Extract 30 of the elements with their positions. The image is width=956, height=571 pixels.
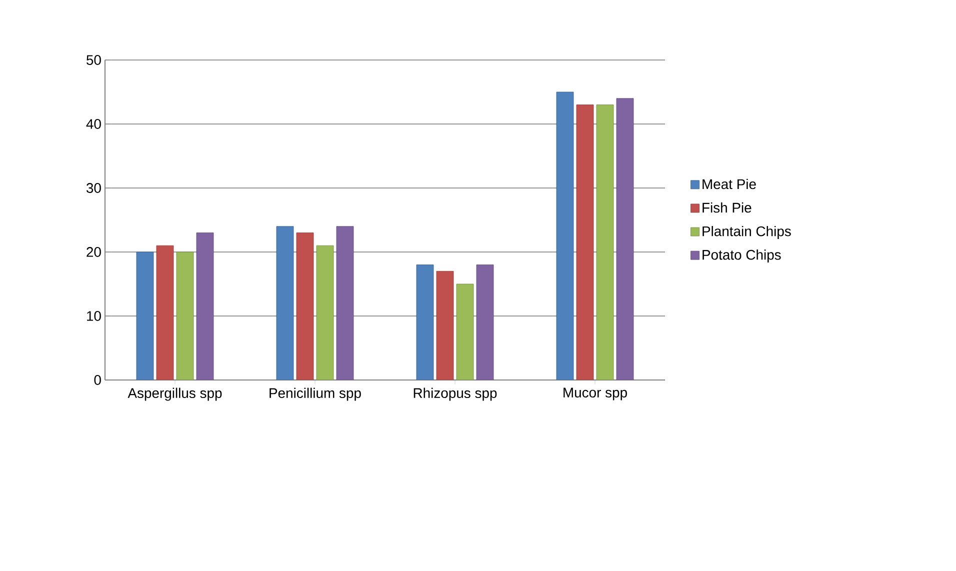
bar <box>316 245 334 380</box>
bar <box>336 226 354 380</box>
bar <box>556 92 574 380</box>
bar <box>476 264 494 380</box>
bar <box>576 104 594 380</box>
legend-label: Plantain Chips <box>702 226 791 239</box>
y-tick-label: 0 <box>94 375 101 385</box>
x-tick-label: Mucor spp <box>564 388 627 400</box>
bar <box>456 284 474 380</box>
bar <box>176 252 194 380</box>
x-tick-label: Penicillium spp <box>270 388 361 401</box>
y-tick-label: 50 <box>86 55 101 65</box>
bar <box>296 232 314 380</box>
bar <box>136 252 154 380</box>
bar <box>436 271 454 380</box>
legend-label: Potato Chips <box>702 250 781 263</box>
bar <box>196 232 214 380</box>
y-tick-label: 40 <box>86 119 101 129</box>
legend-label: Meat Pie <box>702 178 756 190</box>
y-tick-label: 20 <box>86 247 101 257</box>
y-tick-label: 30 <box>86 183 101 193</box>
x-tick-label: Rhizopus spp <box>414 388 497 401</box>
x-tick-label: Aspergillus spp <box>128 388 222 401</box>
bar <box>416 264 434 380</box>
y-tick-label: 10 <box>87 311 101 321</box>
bar <box>156 245 174 380</box>
legend-label: Fish Pie <box>702 202 752 213</box>
bar <box>596 104 614 380</box>
bar <box>616 98 634 380</box>
bar <box>276 226 294 380</box>
